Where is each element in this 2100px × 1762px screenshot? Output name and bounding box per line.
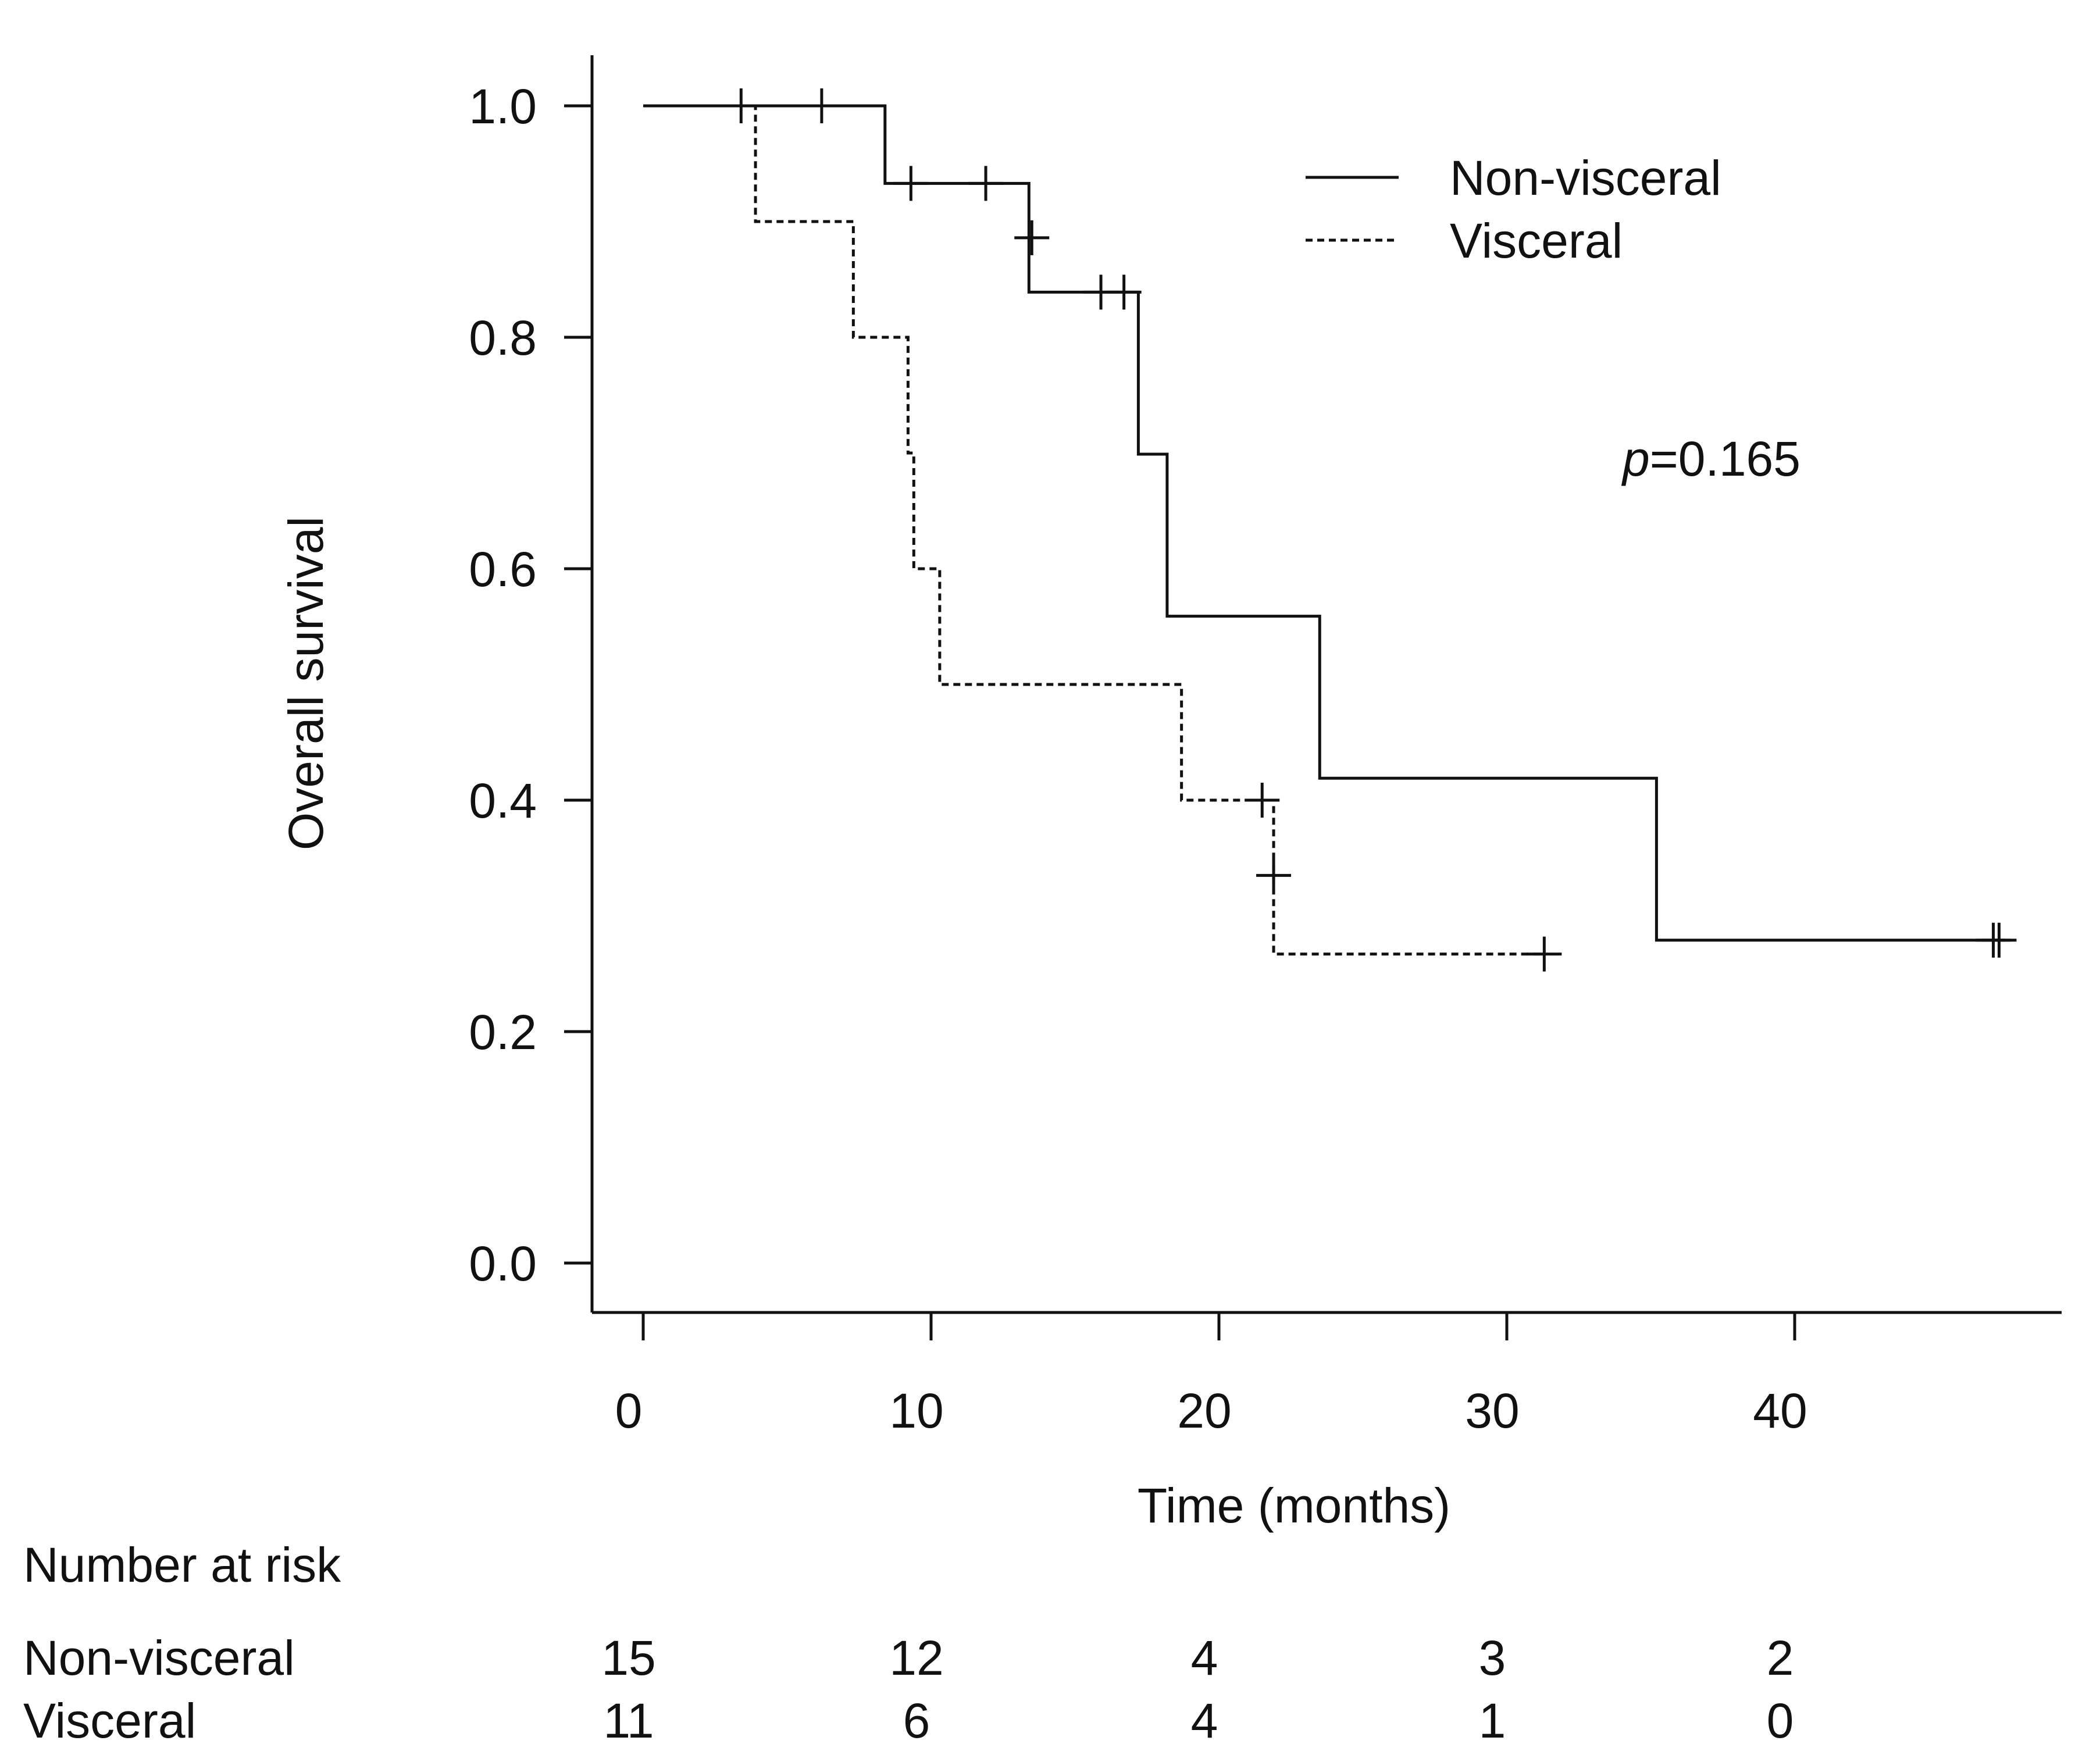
p-value-symbol: p [1621, 431, 1650, 486]
risk-row-label: Non-visceral [23, 1631, 295, 1685]
survival-curve-visceral [741, 104, 1545, 956]
x-tick-label: 0 [615, 1383, 643, 1438]
risk-count: 15 [601, 1631, 655, 1685]
legend-label: Non-visceral [1450, 151, 1721, 205]
x-tick-label: 10 [889, 1383, 943, 1438]
x-axis-label: Time (months) [1138, 1478, 1450, 1533]
series-layer [643, 88, 2017, 972]
risk-count: 11 [603, 1693, 654, 1748]
y-tick-label: 1.0 [469, 79, 537, 134]
risk-table-title: Number at risk [23, 1538, 341, 1592]
risk-count: 0 [1767, 1693, 1794, 1748]
y-tick-label: 0.6 [469, 542, 537, 597]
y-axis-label: Overall survival [279, 516, 333, 850]
p-value-number: =0.165 [1650, 431, 1800, 486]
x-tick-label: 30 [1465, 1383, 1519, 1438]
risk-count: 4 [1191, 1693, 1218, 1748]
series-visceral [741, 104, 1562, 972]
risk-row-label: Visceral [23, 1693, 196, 1748]
y-tick-label: 0.8 [469, 311, 537, 365]
y-tick-label: 0.4 [469, 773, 537, 828]
survival-curve-non-visceral [643, 104, 2005, 942]
axes: 0.0 0.2 0.4 0.6 0.8 1.0 0 10 20 30 40 [469, 55, 2062, 1438]
series-non-visceral [643, 88, 2017, 958]
risk-count: 3 [1479, 1631, 1506, 1685]
y-tick-label: 0.0 [469, 1236, 537, 1291]
risk-count: 4 [1191, 1631, 1218, 1685]
p-value-annotation: p=0.165 [1621, 431, 1800, 486]
legend-label: Visceral [1450, 213, 1623, 268]
risk-table: Number at risk Non-visceral 15 12 4 3 2 Viscer… [23, 1538, 1794, 1748]
legend: Non-visceral Visceral [1306, 151, 1721, 268]
x-tick-label: 20 [1177, 1383, 1231, 1438]
risk-count: 2 [1767, 1631, 1794, 1685]
risk-count: 12 [889, 1631, 943, 1685]
risk-count: 6 [903, 1693, 930, 1748]
risk-count: 1 [1479, 1693, 1506, 1748]
y-tick-label: 0.2 [469, 1005, 537, 1060]
x-tick-label: 40 [1753, 1383, 1807, 1438]
